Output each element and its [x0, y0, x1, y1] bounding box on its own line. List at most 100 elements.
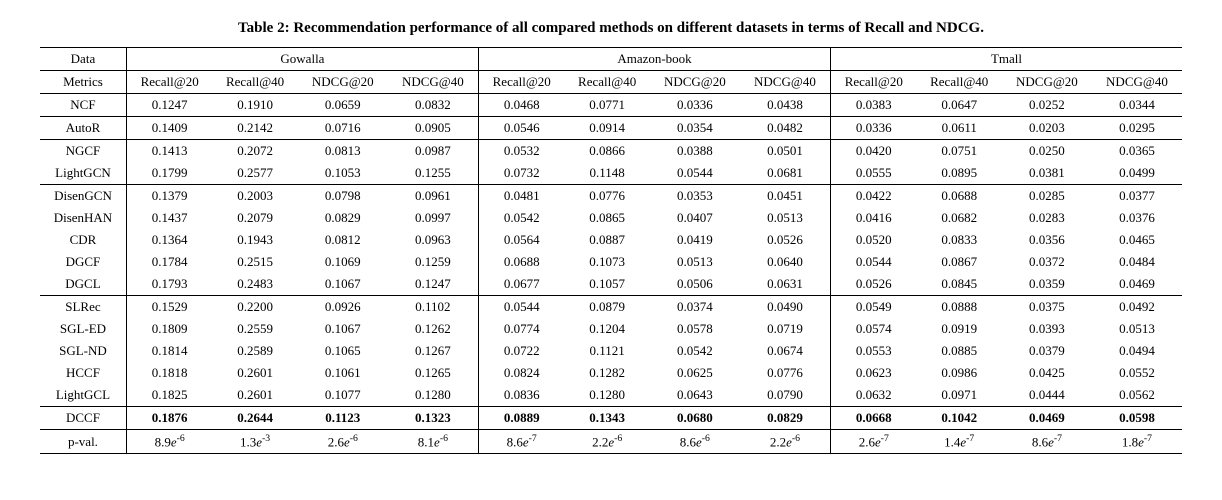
value-cell: 0.0668: [831, 407, 917, 430]
value-cell: 0.0490: [740, 296, 831, 319]
value-cell: 1.3e-3: [212, 430, 297, 454]
table-row: DCCF0.18760.26440.11230.13230.08890.1343…: [40, 407, 1182, 430]
table-row: CDR0.13640.19430.08120.09630.05640.08870…: [40, 229, 1182, 251]
value-cell: 2.6e-7: [831, 430, 917, 454]
value-cell: 0.0963: [388, 229, 479, 251]
value-cell: 0.0722: [478, 340, 564, 362]
value-cell: 8.9e-6: [126, 430, 212, 454]
value-cell: 0.0388: [650, 140, 740, 163]
value-cell: 0.0716: [298, 117, 388, 140]
method-name: LightGCN: [40, 162, 126, 185]
value-cell: 0.0203: [1002, 117, 1092, 140]
value-cell: 0.1343: [564, 407, 649, 430]
value-cell: 0.0889: [478, 407, 564, 430]
value-cell: 0.0501: [740, 140, 831, 163]
value-cell: 0.1379: [126, 185, 212, 208]
header-dataset: Amazon-book: [478, 48, 830, 71]
value-cell: 0.0513: [740, 207, 831, 229]
header-metric: Recall@20: [126, 71, 212, 94]
value-cell: 0.0374: [650, 296, 740, 319]
table-caption: Table 2: Recommendation performance of a…: [40, 20, 1182, 37]
table-row: LightGCL0.18250.26010.10770.12800.08360.…: [40, 384, 1182, 407]
value-cell: 0.0375: [1002, 296, 1092, 319]
value-cell: 0.1280: [564, 384, 649, 407]
value-cell: 0.0465: [1092, 229, 1182, 251]
value-cell: 0.1943: [212, 229, 297, 251]
value-cell: 0.1910: [212, 94, 297, 117]
value-cell: 0.1529: [126, 296, 212, 319]
method-name: SGL-ND: [40, 340, 126, 362]
value-cell: 0.1876: [126, 407, 212, 430]
method-name: DisenHAN: [40, 207, 126, 229]
value-cell: 0.1067: [298, 318, 388, 340]
value-cell: 0.2142: [212, 117, 297, 140]
value-cell: 0.1364: [126, 229, 212, 251]
method-name: DGCL: [40, 273, 126, 296]
value-cell: 0.0971: [917, 384, 1002, 407]
value-cell: 0.0574: [831, 318, 917, 340]
value-cell: 0.1077: [298, 384, 388, 407]
value-cell: 0.1413: [126, 140, 212, 163]
value-cell: 0.0494: [1092, 340, 1182, 362]
value-cell: 0.0252: [1002, 94, 1092, 117]
value-cell: 0.2644: [212, 407, 297, 430]
value-cell: 0.0774: [478, 318, 564, 340]
value-cell: 0.0336: [831, 117, 917, 140]
value-cell: 0.1121: [564, 340, 649, 362]
value-cell: 8.6e-7: [478, 430, 564, 454]
value-cell: 0.0813: [298, 140, 388, 163]
value-cell: 0.1265: [388, 362, 479, 384]
value-cell: 0.0625: [650, 362, 740, 384]
value-cell: 0.0354: [650, 117, 740, 140]
value-cell: 0.1282: [564, 362, 649, 384]
header-metric: NDCG@20: [650, 71, 740, 94]
value-cell: 0.0833: [917, 229, 1002, 251]
header-dataset: Gowalla: [126, 48, 478, 71]
value-cell: 0.2483: [212, 273, 297, 296]
value-cell: 0.0444: [1002, 384, 1092, 407]
value-cell: 0.2559: [212, 318, 297, 340]
header-metric: Recall@20: [478, 71, 564, 94]
value-cell: 0.0732: [478, 162, 564, 185]
value-cell: 0.0359: [1002, 273, 1092, 296]
value-cell: 0.1067: [298, 273, 388, 296]
value-cell: 0.0344: [1092, 94, 1182, 117]
value-cell: 0.0544: [478, 296, 564, 319]
value-cell: 0.2072: [212, 140, 297, 163]
value-cell: 0.1057: [564, 273, 649, 296]
value-cell: 0.0997: [388, 207, 479, 229]
value-cell: 0.0353: [650, 185, 740, 208]
value-cell: 0.0407: [650, 207, 740, 229]
value-cell: 0.0776: [740, 362, 831, 384]
value-cell: 1.8e-7: [1092, 430, 1182, 454]
value-cell: 0.0416: [831, 207, 917, 229]
value-cell: 0.1061: [298, 362, 388, 384]
value-cell: 2.6e-6: [298, 430, 388, 454]
value-cell: 0.1123: [298, 407, 388, 430]
table-row: DisenHAN0.14370.20790.08290.09970.05420.…: [40, 207, 1182, 229]
value-cell: 0.0812: [298, 229, 388, 251]
value-cell: 0.0562: [1092, 384, 1182, 407]
header-metrics-label: Metrics: [40, 71, 126, 94]
value-cell: 0.1409: [126, 117, 212, 140]
table-row: SGL-ED0.18090.25590.10670.12620.07740.12…: [40, 318, 1182, 340]
value-cell: 0.0383: [831, 94, 917, 117]
value-cell: 0.1247: [388, 273, 479, 296]
value-cell: 8.6e-7: [1002, 430, 1092, 454]
value-cell: 0.1814: [126, 340, 212, 362]
table-row: SLRec0.15290.22000.09260.11020.05440.087…: [40, 296, 1182, 319]
value-cell: 0.0866: [564, 140, 649, 163]
table-row: DGCF0.17840.25150.10690.12590.06880.1073…: [40, 251, 1182, 273]
value-cell: 0.1799: [126, 162, 212, 185]
value-cell: 0.2515: [212, 251, 297, 273]
value-cell: 0.0250: [1002, 140, 1092, 163]
value-cell: 0.0682: [917, 207, 1002, 229]
header-metric: Recall@40: [564, 71, 649, 94]
value-cell: 0.1247: [126, 94, 212, 117]
value-cell: 0.0549: [831, 296, 917, 319]
value-cell: 0.0544: [650, 162, 740, 185]
value-cell: 0.0481: [478, 185, 564, 208]
value-cell: 0.1259: [388, 251, 479, 273]
value-cell: 0.0553: [831, 340, 917, 362]
header-metric: Recall@40: [212, 71, 297, 94]
